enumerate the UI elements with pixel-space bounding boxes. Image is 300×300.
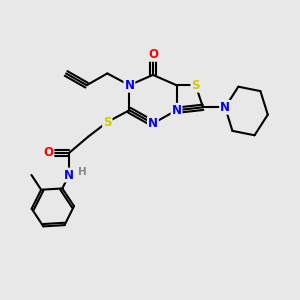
- Text: N: N: [64, 169, 74, 182]
- Text: O: O: [148, 48, 158, 61]
- Text: N: N: [124, 79, 134, 92]
- Text: H: H: [78, 167, 87, 177]
- Text: S: S: [191, 79, 200, 92]
- Text: O: O: [44, 146, 53, 159]
- Text: N: N: [172, 104, 182, 117]
- Text: N: N: [220, 101, 230, 114]
- Text: N: N: [148, 117, 158, 130]
- Text: S: S: [103, 116, 112, 128]
